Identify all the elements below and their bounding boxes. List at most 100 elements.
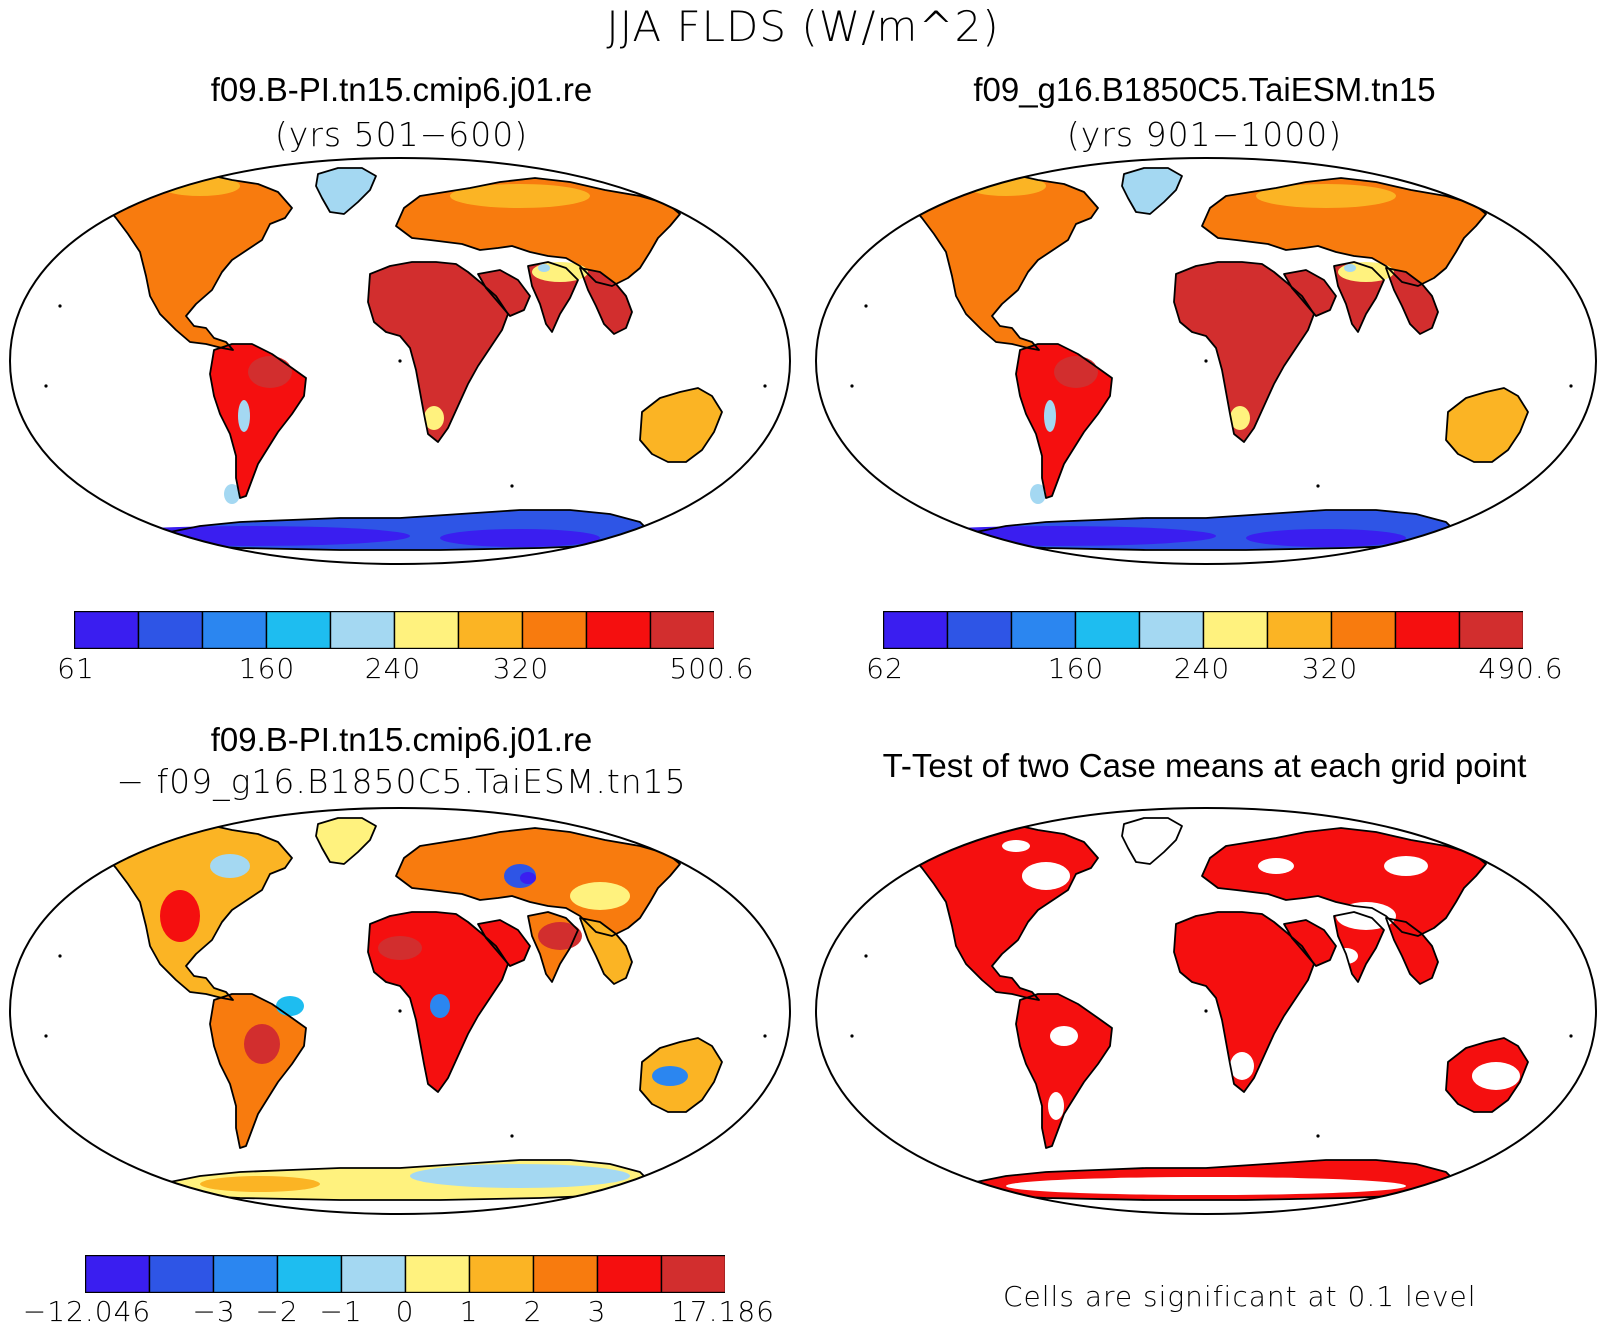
coastline <box>1015 343 1113 499</box>
colorbar-label: 1 <box>459 1295 479 1328</box>
coastline <box>1445 1037 1529 1113</box>
coastline <box>159 509 653 551</box>
colorbar-label: −12.046 <box>22 1295 152 1328</box>
colorbar-swatch <box>74 611 140 649</box>
siberia-patch <box>570 882 630 910</box>
land-field <box>316 168 376 214</box>
coastline <box>395 827 681 937</box>
coastline <box>1201 177 1487 287</box>
colorbar-swatch <box>201 611 268 649</box>
land-field <box>478 920 530 966</box>
coastline <box>1121 167 1183 215</box>
coastline <box>908 173 1099 351</box>
coastline <box>908 823 1099 1001</box>
land-field <box>1202 178 1486 286</box>
insignificant-area <box>1022 862 1070 890</box>
desert-patch <box>424 406 444 430</box>
coastline <box>1015 993 1113 1149</box>
siberia-patch <box>450 184 590 208</box>
island <box>1316 1134 1320 1138</box>
colorbar-label: 320 <box>1301 652 1359 685</box>
significance-note: Cells are significant at 0.1 level <box>1003 1280 1477 1313</box>
coastline <box>209 343 307 499</box>
amazon-patch <box>248 356 292 388</box>
coastline <box>579 917 633 985</box>
insignificant-area <box>1258 858 1294 874</box>
insignificant-area <box>1230 1052 1254 1080</box>
map-panel-3 <box>8 806 792 1216</box>
island <box>58 954 62 958</box>
coastline <box>1201 827 1487 937</box>
coastline <box>102 173 293 351</box>
coastline <box>1121 817 1183 865</box>
colorbar-swatch <box>1202 611 1269 649</box>
colorbar-label: 240 <box>1173 652 1231 685</box>
land-field <box>640 388 722 462</box>
colorbar-swatch <box>1138 611 1205 649</box>
coastline <box>367 911 509 1093</box>
colorbar-swatch <box>946 611 1013 649</box>
colorbar-swatch <box>457 611 524 649</box>
land-field <box>103 174 292 350</box>
colorbar-panel-3 <box>85 1255 725 1293</box>
map-panel-4 <box>814 806 1598 1216</box>
colorbar-swatch <box>660 1255 725 1293</box>
coastline <box>102 823 293 1001</box>
island <box>510 1134 514 1138</box>
colorbar-swatch <box>585 611 652 649</box>
coastline <box>1173 261 1315 443</box>
coastline <box>315 817 377 865</box>
colorbar-swatch <box>340 1255 407 1293</box>
island <box>1316 484 1320 488</box>
colorbar-panel-1 <box>74 611 714 649</box>
colorbar-label: 0 <box>395 1295 415 1328</box>
island <box>850 384 854 388</box>
map-border <box>814 806 1598 1216</box>
siberia-patch <box>1256 184 1396 208</box>
positive-anomaly <box>160 890 200 942</box>
positive-anomaly <box>538 922 582 950</box>
land-field <box>1386 918 1438 984</box>
colorbar-swatch <box>468 1255 535 1293</box>
coastline <box>527 261 579 333</box>
island <box>44 1034 48 1038</box>
colorbar-swatch <box>265 611 332 649</box>
coastline <box>579 267 633 335</box>
island <box>1569 384 1573 388</box>
coastline <box>159 1159 653 1201</box>
colorbar-label: 160 <box>238 652 296 685</box>
antarctic-patch <box>90 526 410 546</box>
panel-1-title: f09.B-PI.tn15.cmip6.j01.re <box>210 71 593 108</box>
land-field <box>909 174 1098 350</box>
map-border <box>8 156 792 566</box>
coastline <box>395 177 681 287</box>
land-field <box>1446 388 1528 462</box>
land-field <box>210 994 306 1148</box>
colorbar-label: 240 <box>364 652 422 685</box>
colorbar-swatch <box>404 1255 471 1293</box>
coastline <box>315 167 377 215</box>
land-field <box>580 918 632 984</box>
sahara-patch <box>394 288 446 324</box>
land-field <box>1386 268 1438 334</box>
panel-1-subtitle: (yrs 501−600) <box>274 115 529 154</box>
coastline <box>1333 911 1385 983</box>
negative-anomaly <box>430 994 450 1018</box>
island <box>1569 1034 1573 1038</box>
antarctic-patch <box>1246 529 1406 547</box>
land-field <box>396 178 680 286</box>
island <box>44 384 48 388</box>
colorbar-swatch <box>532 1255 599 1293</box>
coastline <box>639 387 723 463</box>
patagonia-patch <box>1030 484 1046 504</box>
insignificant-area <box>1048 1092 1064 1120</box>
colorbar-label: 490.6 <box>1478 652 1564 685</box>
coastline <box>639 1037 723 1113</box>
coastline <box>1173 911 1315 1093</box>
coastline <box>527 911 579 983</box>
land-field <box>1016 994 1112 1148</box>
colorbar-swatch <box>85 1255 151 1293</box>
colorbar-label: 62 <box>866 652 904 685</box>
colorbar-swatch <box>1394 611 1461 649</box>
land-field <box>1284 920 1336 966</box>
